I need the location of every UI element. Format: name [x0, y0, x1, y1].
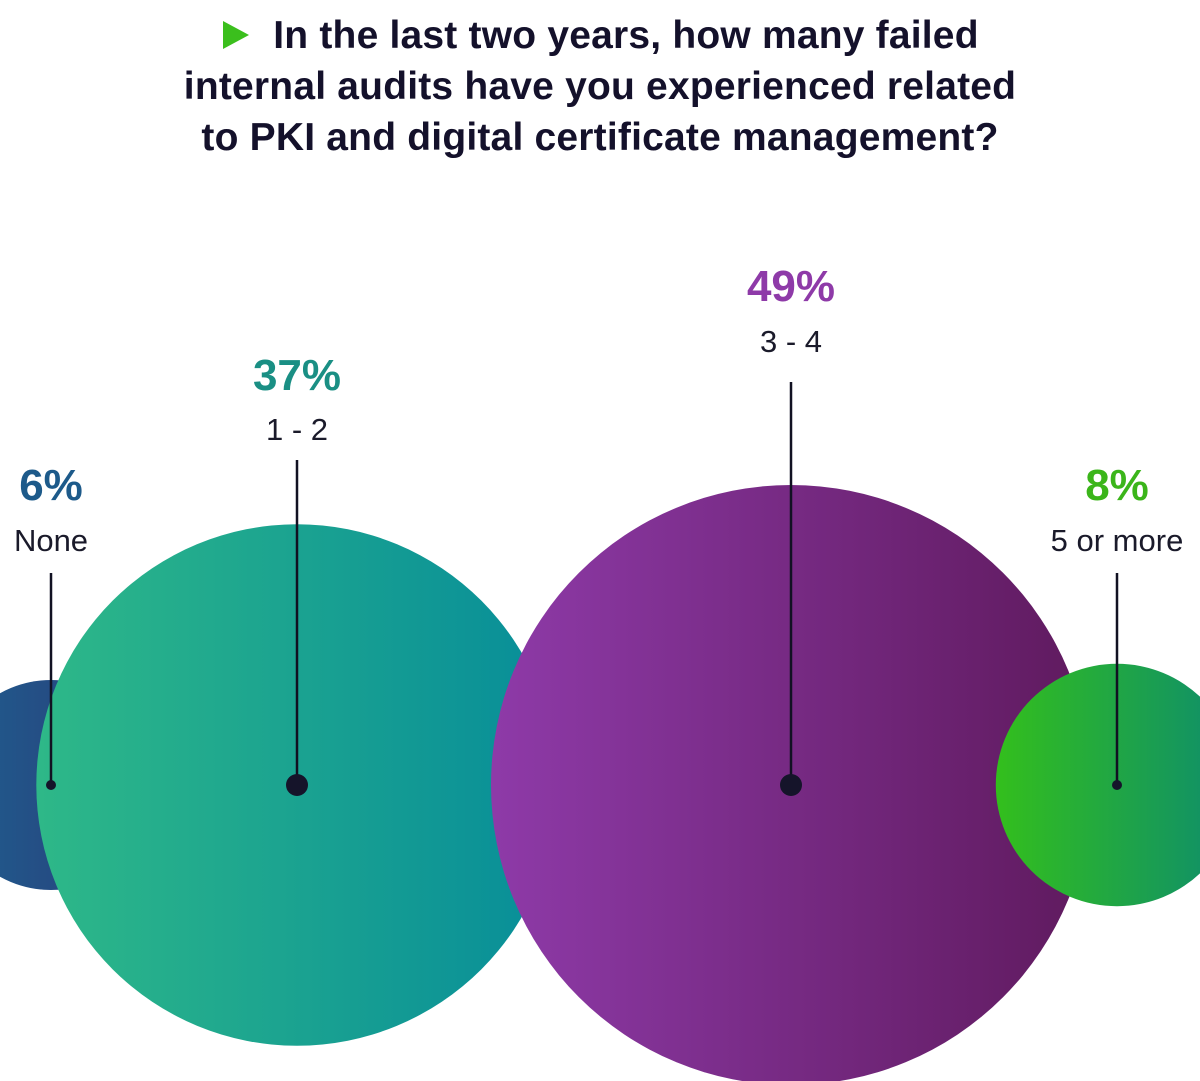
chart-title: In the last two years, how many failed i…	[90, 10, 1110, 163]
title-line-3: to PKI and digital certificate managemen…	[201, 116, 999, 159]
category-label-5-or-more: 5 or more	[1051, 523, 1184, 558]
value-label-none: 6%	[19, 461, 83, 510]
bubble-5-or-more	[995, 663, 1200, 907]
leader-lines-layer	[46, 382, 1122, 796]
labels-layer: 6% None 37% 1 - 2 49% 3 - 4 8% 5 or more	[14, 262, 1183, 558]
value-label-3-4: 49%	[747, 262, 835, 311]
value-label-5-or-more: 8%	[1085, 461, 1149, 510]
anchor-dot-3-4	[780, 774, 802, 796]
category-label-none: None	[14, 523, 88, 558]
category-label-3-4: 3 - 4	[760, 324, 822, 359]
title-text: In the last two years, how many failed i…	[90, 10, 1110, 163]
anchor-dot-none	[46, 780, 56, 790]
bubbles-layer	[0, 485, 1200, 1081]
play-arrow-icon	[223, 20, 250, 49]
title-line-2: internal audits have you experienced rel…	[183, 65, 1017, 108]
category-label-1-2: 1 - 2	[266, 412, 328, 447]
value-label-1-2: 37%	[253, 351, 341, 400]
anchor-dot-1-2	[286, 774, 308, 796]
title-line-1: In the last two years, how many failed	[273, 14, 979, 57]
anchor-dot-5-or-more	[1112, 780, 1122, 790]
